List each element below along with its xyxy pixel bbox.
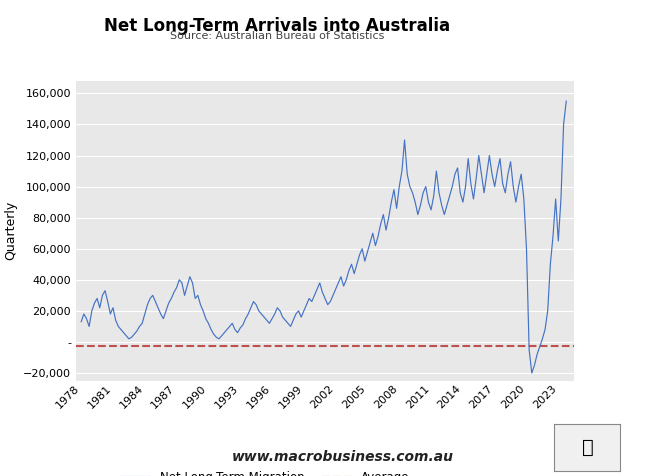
Text: Net Long-Term Arrivals into Australia: Net Long-Term Arrivals into Australia <box>104 17 450 35</box>
Text: MACRO: MACRO <box>535 21 597 36</box>
Text: BUSINESS: BUSINESS <box>531 46 601 59</box>
Text: Source: Australian Bureau of Statistics: Source: Australian Bureau of Statistics <box>170 31 384 41</box>
Legend: Net Long-Term Migration, Average: Net Long-Term Migration, Average <box>116 466 414 476</box>
Text: 🐺: 🐺 <box>581 438 593 457</box>
Text: www.macrobusiness.com.au: www.macrobusiness.com.au <box>232 450 454 464</box>
Y-axis label: Quarterly: Quarterly <box>5 201 17 260</box>
